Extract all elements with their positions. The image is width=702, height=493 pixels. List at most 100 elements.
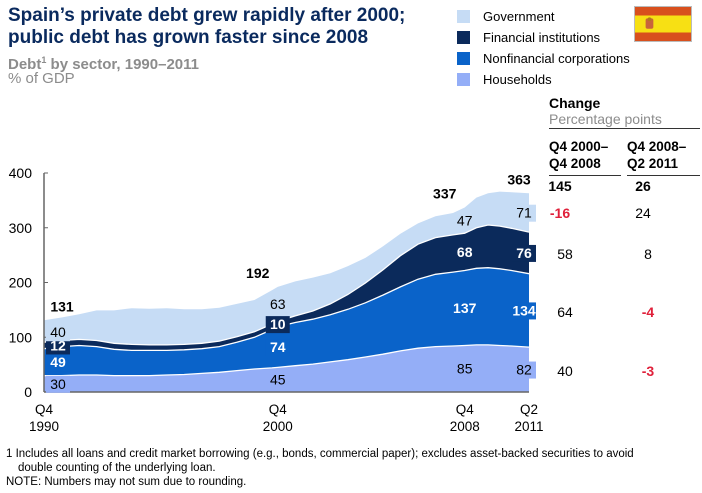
data-label-nonfinancial-corporations: 134 <box>512 302 536 318</box>
subtitle-prefix: Debt <box>8 56 42 73</box>
change-table-header: Change Percentage points <box>549 95 700 129</box>
legend-label: Financial institutions <box>483 30 601 45</box>
data-label-households: 85 <box>457 361 473 377</box>
data-label-background <box>46 337 70 355</box>
legend-item-financial: Financial institutions <box>457 27 630 48</box>
x-tick-label: 2011 <box>514 419 543 434</box>
data-label-nonfinancial-corporations: 49 <box>50 354 66 370</box>
data-label-background <box>512 302 536 320</box>
stacked-area-chart: 0 100 200 300 400 Q4 1990 Q4 2000 Q4 2008 Q2 2011 30… <box>9 165 544 434</box>
x-tick-label: Q2 <box>520 402 538 417</box>
change-title: Change <box>549 95 601 111</box>
change-government-col1: -16 <box>549 205 571 221</box>
legend-swatch-households <box>457 73 470 86</box>
legend: Government Financial institutions Nonfin… <box>457 6 630 90</box>
data-label-background <box>512 244 536 262</box>
y-tick-label: 300 <box>9 220 33 236</box>
data-label-background <box>265 296 290 314</box>
legend-swatch-nonfinancial <box>457 52 470 65</box>
y-tick-label: 400 <box>9 165 33 181</box>
col2-line1: Q4 2008– <box>627 139 687 154</box>
data-label-financial-institutions: 10 <box>270 316 286 332</box>
data-label-financial-institutions: 12 <box>50 337 66 353</box>
change-total-col1: 145 <box>548 178 572 194</box>
area-nonfinancial-corporations <box>44 267 529 376</box>
change-government-col2: 24 <box>635 205 651 221</box>
data-label-total: 363 <box>507 171 531 187</box>
data-label-total: 131 <box>50 298 74 314</box>
footnote-line1: 1 Includes all loans and credit market b… <box>6 448 634 460</box>
footnote-line2: double counting of the underlying loan. <box>18 462 216 474</box>
title-line-2: public debt has grown faster since 2008 <box>8 27 369 48</box>
layer-separator-line <box>43 224 530 346</box>
legend-label: Households <box>483 72 552 87</box>
change-subtitle: Percentage points <box>549 111 700 129</box>
chart-subtitle: Debt1 by sector, 1990–2011 <box>8 51 199 74</box>
change-financial-col1: 58 <box>557 246 573 262</box>
data-label-background <box>265 371 290 389</box>
y-tick-label: 100 <box>9 329 33 345</box>
x-tick-label: 2008 <box>450 419 480 434</box>
legend-swatch-financial <box>457 31 470 44</box>
data-label-households: 30 <box>50 376 66 392</box>
area-households <box>44 344 529 392</box>
data-label-background <box>46 375 70 393</box>
area-financial-institutions <box>44 225 529 351</box>
legend-swatch-government <box>457 10 470 23</box>
change-col2-header: Q4 2008– Q2 2011 <box>627 138 700 176</box>
data-label-background <box>265 316 290 334</box>
layer-separator-line <box>43 267 530 352</box>
data-label-total: 192 <box>246 265 270 281</box>
data-label-government: 40 <box>50 324 66 340</box>
data-label-background <box>512 361 536 379</box>
chart-title: Spain’s private debt grew rapidly after … <box>8 5 428 49</box>
change-col1-header: Q4 2000– Q4 2008 <box>549 138 621 176</box>
data-label-government: 63 <box>270 296 286 312</box>
legend-label: Nonfinancial corporations <box>483 51 630 66</box>
data-label-background <box>46 324 70 342</box>
change-households-col2: -3 <box>641 363 655 379</box>
footnote-note: NOTE: Numbers may not sum due to roundin… <box>6 476 247 488</box>
change-nonfinancial-col2: -4 <box>641 304 655 320</box>
col2-line2: Q2 2011 <box>627 156 679 171</box>
data-label-background <box>46 354 70 372</box>
data-label-background <box>265 339 290 357</box>
legend-item-households: Households <box>457 69 630 90</box>
y-tick-label: 0 <box>24 384 32 400</box>
data-label-total: 337 <box>433 185 457 201</box>
data-label-households: 82 <box>516 362 532 378</box>
col1-line2: Q4 2008 <box>549 156 601 171</box>
x-tick-label: Q4 <box>269 402 288 417</box>
change-financial-col2: 8 <box>644 246 652 262</box>
footnote-marker: 1 <box>41 55 47 65</box>
col1-line1: Q4 2000– <box>549 139 609 154</box>
x-tick-label: Q4 <box>35 402 54 417</box>
x-tick-label: Q4 <box>456 402 475 417</box>
change-households-col1: 40 <box>557 363 573 379</box>
legend-item-government: Government <box>457 6 630 27</box>
change-total-col2: 26 <box>635 178 651 194</box>
y-tick-label: 200 <box>9 275 33 291</box>
title-line-1: Spain’s private debt grew rapidly after … <box>8 5 406 26</box>
areas-group <box>43 191 530 392</box>
area-government <box>44 191 529 345</box>
x-tick-label: 2000 <box>263 419 293 434</box>
data-label-nonfinancial-corporations: 137 <box>453 300 477 316</box>
footnote: 1 Includes all loans and credit market b… <box>6 447 696 489</box>
spain-flag-icon <box>634 6 692 42</box>
data-label-nonfinancial-corporations: 74 <box>270 339 286 355</box>
data-label-financial-institutions: 68 <box>457 244 473 260</box>
x-tick-label: 1990 <box>29 419 59 434</box>
data-label-government: 47 <box>457 212 473 228</box>
data-label-financial-institutions: 76 <box>516 245 532 261</box>
data-label-households: 45 <box>270 372 286 388</box>
axes-group: 0 100 200 300 400 Q4 1990 Q4 2000 Q4 2008 Q2 2011 <box>9 165 544 434</box>
legend-label: Government <box>483 9 555 24</box>
data-label-background <box>512 204 536 222</box>
unit-label: % of GDP <box>8 70 75 87</box>
legend-item-nonfinancial: Nonfinancial corporations <box>457 48 630 69</box>
layer-separator-line <box>44 344 530 377</box>
data-label-government: 71 <box>516 205 532 221</box>
subtitle-suffix: by sector, 1990–2011 <box>46 56 199 73</box>
